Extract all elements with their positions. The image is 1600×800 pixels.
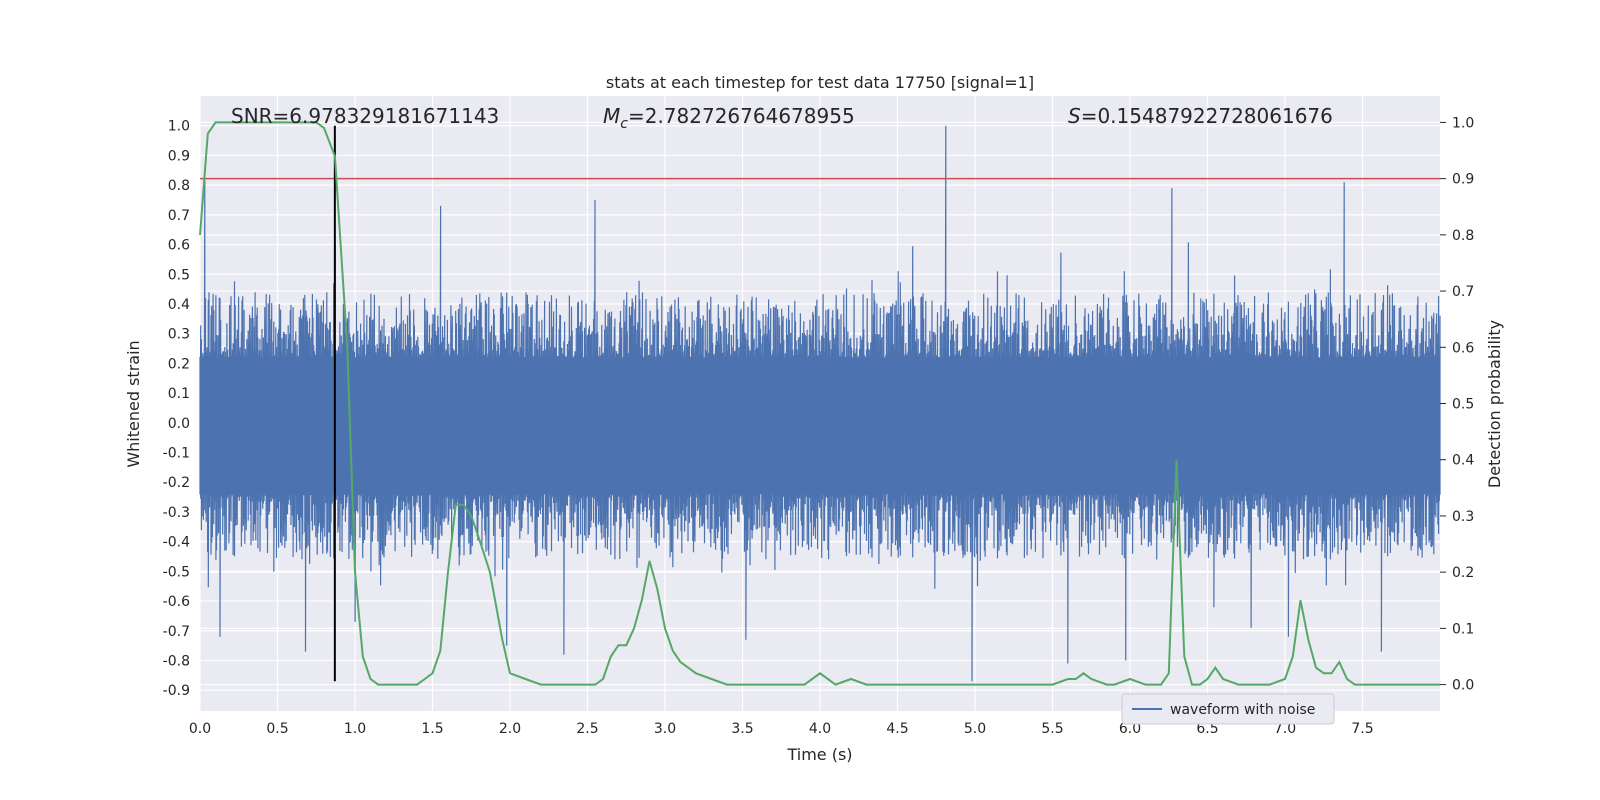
y-tick-label: 0.5 <box>168 267 190 283</box>
y-tick-label: 0.3 <box>168 327 190 343</box>
x-tick-label: 7.5 <box>1351 721 1373 737</box>
x-tick-label: 3.5 <box>731 721 753 737</box>
snr-annotation: SNR=6.978329181671143 <box>231 104 499 128</box>
y-tick-label: 0.4 <box>168 297 190 313</box>
tick-labels: 0.0 0.5 1.0 1.5 2.0 2.5 3.0 3.5 4.0 4.5 5.0 5.5 6.0 6… <box>163 115 1475 737</box>
x-tick-label: 0.0 <box>189 721 211 737</box>
x-tick-label: 2.0 <box>499 721 521 737</box>
x-tick-label: 2.5 <box>576 721 598 737</box>
y2-tick-label: 0.1 <box>1452 621 1474 637</box>
legend-box <box>1121 693 1335 725</box>
s-symbol: S <box>1068 104 1081 128</box>
x-tick-label: 6.5 <box>1196 721 1218 737</box>
y2-tick-label: 0.4 <box>1452 453 1474 469</box>
probability-line <box>199 121 1440 686</box>
y-tick-label: 0.6 <box>168 238 190 254</box>
waveform-line <box>199 125 1441 682</box>
y-tick-label: 0.0 <box>168 416 190 432</box>
x-tick-label: 3.0 <box>654 721 676 737</box>
x-tick-label: 4.5 <box>886 721 908 737</box>
legend-label-waveform: waveform with noise <box>1170 702 1315 718</box>
mc-symbol: M <box>603 104 620 128</box>
x-tick-label: 7.0 <box>1274 721 1296 737</box>
x-tick-label: 1.5 <box>421 721 443 737</box>
y-tick-label: 0.9 <box>168 148 190 164</box>
y-tick-label: -0.9 <box>163 683 190 699</box>
y-axis-label: Whitened strain <box>124 340 143 467</box>
y-tick-label: -0.2 <box>163 475 190 491</box>
y2-tick-label: 0.6 <box>1452 340 1474 356</box>
y2-tick-label: 1.0 <box>1452 115 1474 131</box>
s-annotation: S=0.15487922728061676 <box>1068 104 1333 128</box>
chart-title: stats at each timestep for test data 177… <box>606 73 1034 92</box>
y2-tick-label: 0.3 <box>1452 509 1474 525</box>
y-tick-label: 0.7 <box>168 208 190 224</box>
y-tick-label: -0.6 <box>163 594 190 610</box>
x-tick-label: 5.0 <box>964 721 986 737</box>
y2-tick-label: 0.0 <box>1452 678 1474 694</box>
y-tick-label: -0.5 <box>163 564 190 580</box>
mc-subscript: c <box>620 116 628 132</box>
y-tick-label: 0.8 <box>168 178 190 194</box>
mc-value: =2.782726764678955 <box>628 104 855 128</box>
y2-tick-label: 0.2 <box>1452 565 1474 581</box>
legend: waveform with noise <box>1121 693 1335 725</box>
y-tick-label: -0.3 <box>163 505 190 521</box>
y-tick-label: -0.4 <box>163 535 190 551</box>
y-tick-label: -0.1 <box>163 446 190 462</box>
waveform-core-band <box>200 357 1440 495</box>
x-tick-label: 6.0 <box>1119 721 1141 737</box>
x-axis-label: Time (s) <box>786 745 852 764</box>
y2-tick-label: 0.5 <box>1452 397 1474 413</box>
y-tick-label: 1.0 <box>168 119 190 135</box>
x-tick-label: 0.5 <box>266 721 288 737</box>
y-tick-label: 0.2 <box>168 356 190 372</box>
y2-tick-label: 0.8 <box>1452 228 1474 244</box>
y-tick-label: 0.1 <box>168 386 190 402</box>
y-tick-label: -0.7 <box>163 624 190 640</box>
s-value: =0.15487922728061676 <box>1081 104 1333 128</box>
mc-annotation: Mc=2.782726764678955 <box>603 104 855 132</box>
overlay-lines <box>200 125 1440 682</box>
y2-tick-label: 0.7 <box>1452 284 1474 300</box>
waveform-series <box>199 125 1441 682</box>
y-tick-label: -0.8 <box>163 653 190 669</box>
x-tick-label: 1.0 <box>344 721 366 737</box>
x-tick-label: 5.5 <box>1041 721 1063 737</box>
probability-series <box>199 121 1440 686</box>
y2-axis-label: Detection probability <box>1485 320 1504 488</box>
y2-tick-label: 0.9 <box>1452 172 1474 188</box>
x-tick-label: 4.0 <box>809 721 831 737</box>
